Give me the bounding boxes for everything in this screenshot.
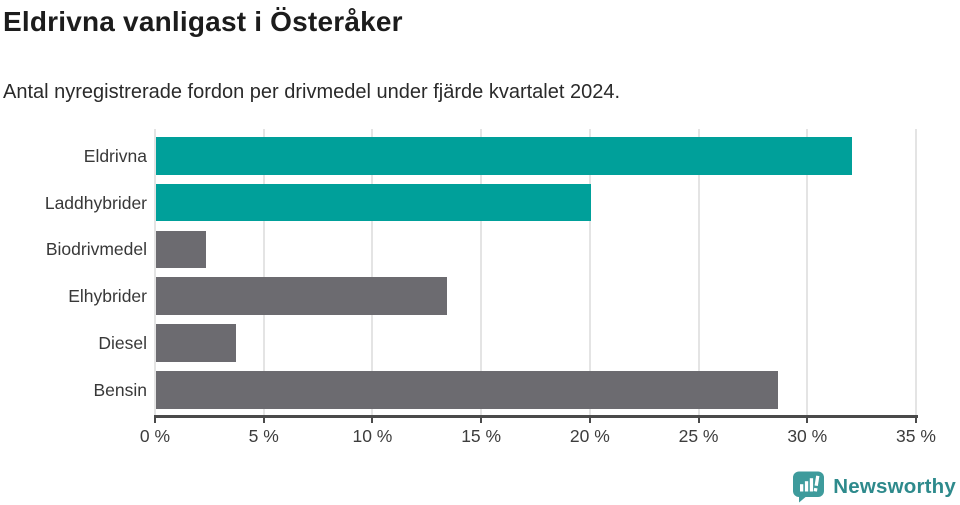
x-axis-tick-label-15: 15 %	[461, 426, 502, 446]
x-axis-tick-label-0: 0 %	[139, 426, 171, 446]
brand-footer: Newsworthy	[792, 471, 956, 503]
newsworthy-logo-icon	[793, 471, 825, 503]
bar-biodrivmedel	[156, 230, 206, 269]
plot-area	[154, 129, 917, 416]
y-axis-label-biodrivmedel: Biodrivmedel	[45, 239, 147, 260]
y-axis-label-elhybrider: Elhybrider	[68, 286, 147, 307]
bar-elhybrider	[156, 277, 448, 315]
x-axis-tick-5	[262, 417, 265, 423]
x-axis-tick-20	[588, 417, 591, 423]
gridline-25	[697, 129, 700, 416]
x-axis-tick-label-25: 25 %	[678, 426, 719, 446]
x-axis-tick-10	[371, 417, 374, 423]
x-axis-tick-35	[915, 417, 917, 423]
brand-name: Newsworthy	[833, 475, 956, 498]
x-axis-tick-label-5: 5 %	[248, 426, 279, 446]
gridline-10	[371, 129, 374, 416]
gridline-15	[480, 129, 483, 416]
bar-laddhybrider	[156, 183, 591, 222]
x-axis-tick-label-10: 10 %	[352, 426, 393, 446]
x-axis-line	[154, 415, 918, 418]
chart-title: Eldrivna vanligast i Österåker	[3, 6, 403, 37]
bar-diesel	[156, 324, 237, 362]
x-axis-tick-30	[806, 417, 809, 423]
y-axis-label-diesel: Diesel	[98, 332, 147, 353]
x-axis-tick-label-20: 20 %	[569, 426, 610, 446]
y-axis-label-bensin: Bensin	[93, 379, 147, 400]
chart-subtitle: Antal nyregistrerade fordon per drivmede…	[3, 81, 621, 103]
gridline-35	[915, 129, 917, 416]
x-axis-tick-25	[697, 417, 700, 423]
gridline-5	[262, 129, 265, 416]
gridline-20	[588, 129, 591, 416]
x-axis-tick-label-30: 30 %	[787, 426, 828, 446]
x-axis-tick-0	[154, 417, 156, 423]
bar-bensin	[156, 371, 778, 409]
gridline-30	[806, 129, 809, 416]
y-axis-label-laddhybrider: Laddhybrider	[44, 192, 147, 213]
gridline-0	[154, 129, 156, 416]
bar-eldrivna	[156, 137, 852, 175]
y-axis-label-eldrivna: Eldrivna	[83, 145, 147, 166]
x-axis-tick-15	[480, 417, 483, 423]
x-axis-tick-label-35: 35 %	[896, 426, 936, 446]
